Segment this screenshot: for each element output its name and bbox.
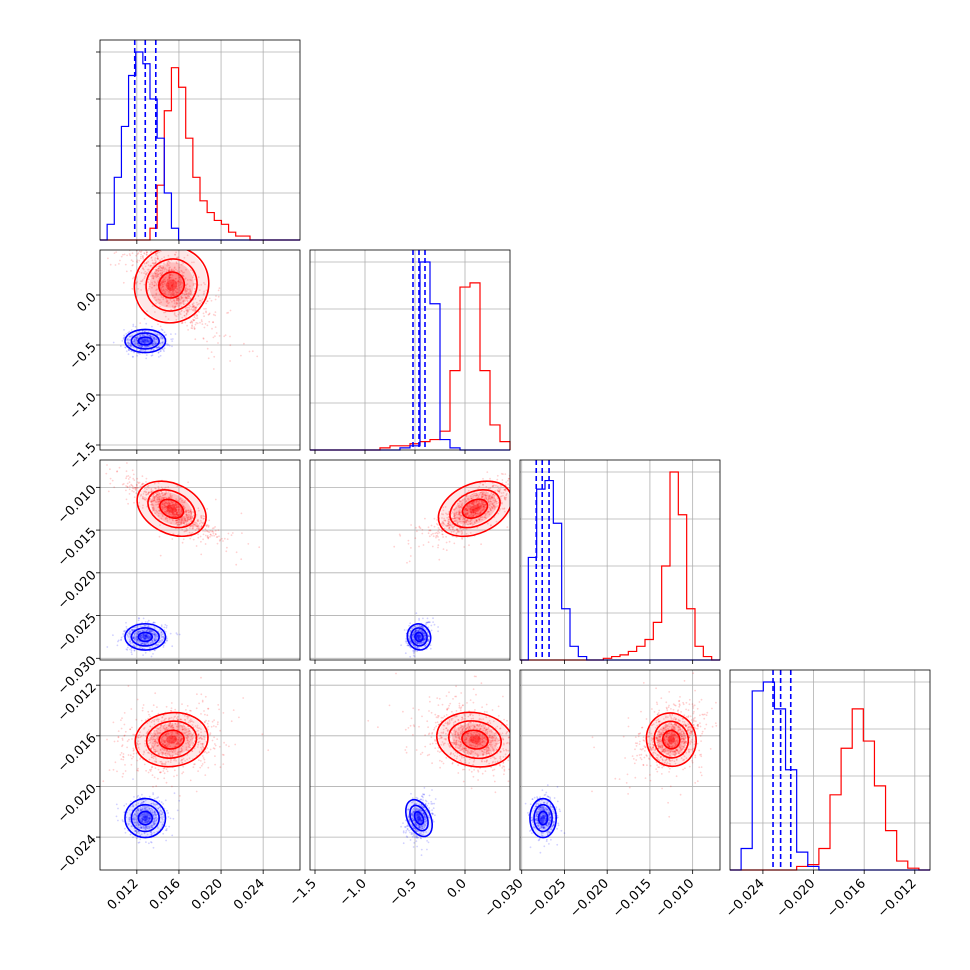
x-tick-label-3-2: −0.016 — [824, 876, 869, 921]
x-tick-label-0-1: 0.016 — [147, 876, 184, 913]
contour-blue-2-1-1 — [410, 627, 428, 647]
x-tick-label-1-1: −1.0 — [337, 876, 370, 909]
hist-red-1 — [310, 282, 511, 451]
scatter-panel-3-1 — [309, 669, 511, 874]
y-tick-label-1-3: −1.5 — [67, 440, 100, 473]
x-tick-label-3-1: −0.020 — [774, 876, 819, 921]
x-tick-label-0-3: 0.024 — [231, 876, 268, 913]
contour-red-2-1-0 — [437, 480, 510, 538]
contour-blue-2-0-1 — [130, 627, 160, 647]
y-tick-label-3-3: −0.024 — [55, 832, 100, 877]
contour-blue-3-0-2 — [137, 810, 154, 826]
contour-blue-3-2-1 — [533, 803, 553, 833]
scatter-panel-1-0 — [96, 249, 301, 454]
hist-panel-3 — [729, 669, 931, 874]
contour-red-2-0-1 — [147, 489, 196, 529]
scatter-panel-3-0 — [96, 669, 301, 874]
y-tick-label-3-2: −0.020 — [55, 782, 100, 827]
contour-blue-3-2-0 — [529, 797, 558, 839]
hist-red-0 — [100, 67, 300, 241]
contour-red-3-2-1 — [653, 720, 690, 759]
contour-blue-3-0-0 — [124, 797, 167, 839]
x-tick-label-1-2: −0.5 — [387, 876, 420, 909]
contour-red-3-2-2 — [661, 729, 681, 750]
contour-blue-2-1-2 — [414, 631, 424, 643]
y-tick-label-2-3: −0.025 — [55, 611, 100, 656]
y-tick-label-3-1: −0.016 — [55, 731, 100, 776]
hist-panel-2 — [519, 459, 721, 664]
x-tick-label-3-0: −0.024 — [723, 876, 768, 921]
contour-blue-3-1-2 — [413, 810, 425, 826]
contour-red-3-1-0 — [436, 711, 510, 768]
scatter-panel-3-2 — [519, 669, 721, 874]
scatter-panel-2-1 — [309, 459, 511, 664]
x-tick-label-1-3: 0.0 — [445, 876, 470, 901]
hist-panel-1 — [309, 249, 511, 454]
contour-blue-1-0-1 — [130, 332, 160, 350]
y-tick-label-1-0: 0.0 — [74, 290, 99, 315]
contour-red-1-0-0 — [133, 250, 210, 324]
contour-red-3-0-1 — [145, 720, 198, 759]
contour-blue-1-0-0 — [124, 328, 167, 354]
y-tick-label-1-1: −0.5 — [67, 340, 100, 373]
x-tick-label-0-2: 0.020 — [189, 876, 226, 913]
y-tick-label-2-1: −0.015 — [55, 525, 100, 570]
contour-red-2-1-2 — [461, 498, 489, 519]
contour-red-2-1-1 — [449, 489, 501, 529]
y-tick-label-2-0: −0.010 — [55, 482, 100, 527]
contour-red-2-0-0 — [136, 480, 207, 538]
hist-red-3 — [730, 708, 930, 871]
contour-blue-3-1-1 — [409, 804, 429, 832]
x-tick-label-1-0: −1.5 — [287, 876, 320, 909]
x-tick-label-2-2: −0.020 — [567, 876, 612, 921]
x-tick-label-0-0: 0.012 — [105, 876, 142, 913]
contour-blue-1-0-2 — [137, 336, 154, 346]
x-tick-label-2-1: −0.025 — [525, 876, 570, 921]
contour-blue-3-2-2 — [537, 810, 549, 826]
contour-red-3-2-0 — [645, 712, 697, 768]
points-red-2-1 — [393, 471, 510, 564]
contour-red-3-1-2 — [461, 729, 489, 750]
contour-red-1-0-1 — [145, 258, 198, 312]
contour-blue-2-1-0 — [406, 623, 432, 651]
contour-red-2-0-2 — [158, 498, 185, 519]
y-tick-label-2-2: −0.020 — [55, 568, 100, 613]
y-tick-label-1-2: −1.0 — [67, 390, 100, 423]
x-tick-label-2-4: −0.010 — [653, 876, 698, 921]
contour-blue-3-1-0 — [404, 798, 434, 838]
contour-red-1-0-2 — [158, 271, 186, 299]
scatter-panel-2-0 — [96, 459, 301, 664]
contour-red-3-1-1 — [448, 720, 502, 760]
x-tick-label-2-3: −0.015 — [610, 876, 655, 921]
contour-red-3-0-0 — [134, 711, 209, 768]
x-tick-label-3-3: −0.012 — [875, 876, 920, 921]
hist-blue-2 — [520, 479, 720, 661]
x-tick-label-2-0: −0.030 — [482, 876, 527, 921]
contour-blue-3-0-1 — [130, 803, 160, 833]
contour-blue-2-0-0 — [124, 622, 167, 651]
contour-blue-2-0-2 — [137, 631, 154, 643]
hist-panel-0 — [96, 39, 301, 244]
contour-red-3-0-2 — [158, 729, 185, 750]
points-red-3-1 — [367, 672, 510, 794]
